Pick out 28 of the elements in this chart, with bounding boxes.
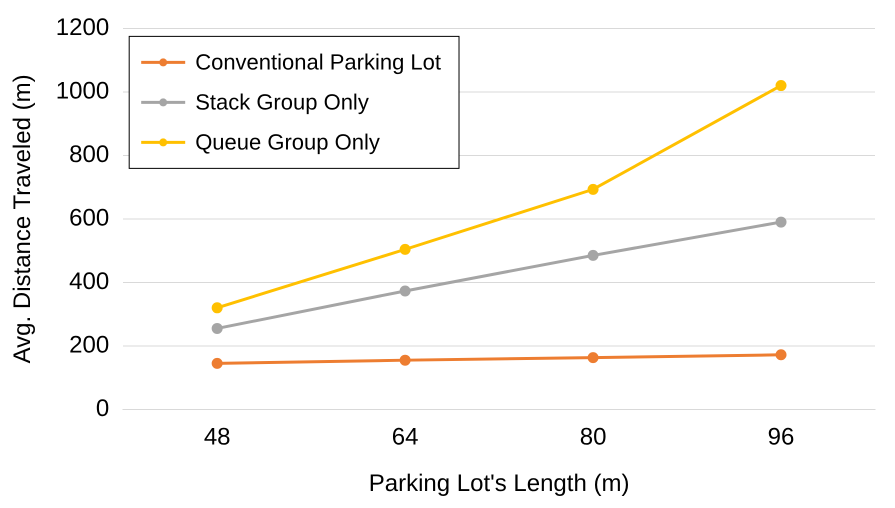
point — [400, 244, 411, 255]
point — [212, 322, 223, 334]
y-tick-label: 1200 — [56, 14, 110, 42]
x-axis-title: Parking Lot's Length (m) — [368, 470, 630, 498]
point — [400, 354, 411, 366]
legend-label: Stack Group Only — [195, 89, 369, 114]
y-axis-title: Avg. Distance Traveled (m) — [9, 74, 36, 364]
point — [776, 349, 787, 360]
point — [588, 184, 599, 195]
x-tick-label: 80 — [580, 423, 606, 450]
y-tick-label: 1000 — [56, 78, 110, 105]
y-tick-label: 0 — [96, 395, 110, 422]
x-tick-label: 64 — [392, 423, 418, 450]
point — [588, 250, 599, 261]
y-tick-label: 800 — [69, 141, 110, 168]
point — [588, 352, 599, 364]
x-tick-label: 48 — [204, 423, 231, 450]
point — [776, 216, 787, 228]
point — [212, 358, 223, 369]
x-tick-label: 96 — [768, 423, 794, 450]
y-tick-label: 400 — [69, 268, 110, 296]
point — [212, 302, 223, 314]
point — [776, 80, 787, 92]
legend-label: Conventional Parking Lot — [195, 49, 442, 74]
point — [400, 285, 411, 296]
legend-label: Queue Group Only — [195, 129, 380, 154]
y-tick-label: 200 — [69, 332, 110, 359]
y-tick-label: 600 — [69, 204, 110, 232]
